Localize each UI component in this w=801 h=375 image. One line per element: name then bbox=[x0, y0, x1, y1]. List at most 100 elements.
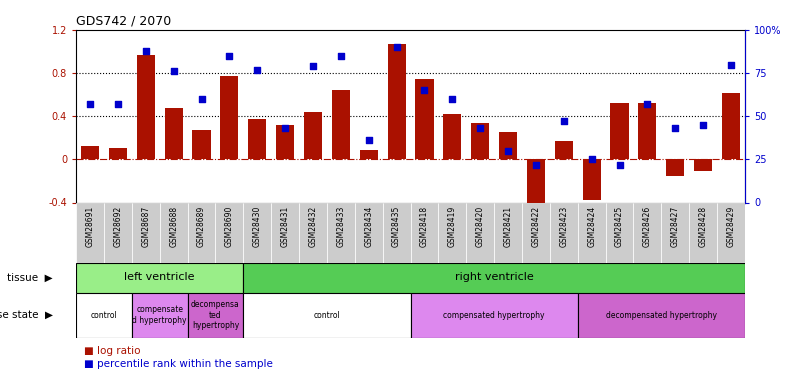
Text: ■ log ratio: ■ log ratio bbox=[84, 346, 141, 355]
Bar bbox=[187, 292, 244, 338]
Bar bbox=[76, 202, 104, 262]
Text: control: control bbox=[313, 310, 340, 320]
Point bbox=[418, 87, 431, 93]
Bar bbox=[159, 202, 187, 262]
Text: GSM28433: GSM28433 bbox=[336, 206, 345, 247]
Bar bbox=[522, 202, 549, 262]
Point bbox=[139, 48, 152, 54]
Point bbox=[501, 148, 514, 154]
Bar bbox=[137, 55, 155, 159]
Text: GSM28434: GSM28434 bbox=[364, 206, 373, 247]
Bar bbox=[164, 108, 183, 159]
Bar bbox=[272, 202, 299, 262]
Bar bbox=[549, 202, 578, 262]
Point bbox=[195, 96, 208, 102]
Bar bbox=[132, 202, 159, 262]
Bar bbox=[527, 159, 545, 205]
Text: GSM28688: GSM28688 bbox=[169, 206, 178, 247]
Bar bbox=[416, 78, 433, 159]
Point bbox=[111, 101, 124, 107]
Point bbox=[613, 162, 626, 168]
Point bbox=[335, 53, 348, 59]
Bar bbox=[81, 147, 99, 159]
Bar bbox=[192, 130, 211, 159]
Bar bbox=[443, 114, 461, 159]
Bar bbox=[610, 104, 629, 159]
Bar bbox=[662, 202, 689, 262]
Text: compensated hypertrophy: compensated hypertrophy bbox=[444, 310, 545, 320]
Bar bbox=[722, 93, 740, 159]
Bar bbox=[410, 292, 578, 338]
Bar bbox=[187, 202, 215, 262]
Bar bbox=[634, 202, 662, 262]
Bar bbox=[555, 141, 573, 159]
Text: disease state  ▶: disease state ▶ bbox=[0, 310, 53, 320]
Point bbox=[586, 156, 598, 162]
Text: GSM28427: GSM28427 bbox=[670, 206, 680, 247]
Text: GSM28421: GSM28421 bbox=[504, 206, 513, 247]
Bar bbox=[438, 202, 466, 262]
Bar bbox=[666, 159, 684, 176]
Bar bbox=[248, 120, 266, 159]
Point bbox=[697, 122, 710, 128]
Text: GSM28435: GSM28435 bbox=[392, 206, 401, 247]
Text: GSM28691: GSM28691 bbox=[86, 206, 95, 247]
Text: control: control bbox=[91, 310, 117, 320]
Bar bbox=[132, 292, 187, 338]
Bar bbox=[244, 202, 272, 262]
Text: GSM28432: GSM28432 bbox=[308, 206, 317, 247]
Text: GSM28418: GSM28418 bbox=[420, 206, 429, 247]
Bar bbox=[466, 202, 494, 262]
Bar bbox=[304, 112, 322, 159]
Text: GSM28422: GSM28422 bbox=[531, 206, 541, 247]
Bar bbox=[276, 125, 294, 159]
Bar bbox=[410, 202, 438, 262]
Text: right ventricle: right ventricle bbox=[455, 273, 533, 282]
Text: GSM28420: GSM28420 bbox=[476, 206, 485, 247]
Bar bbox=[327, 202, 355, 262]
Text: GDS742 / 2070: GDS742 / 2070 bbox=[76, 15, 171, 27]
Bar bbox=[578, 202, 606, 262]
Text: GSM28687: GSM28687 bbox=[141, 206, 151, 247]
Bar bbox=[717, 202, 745, 262]
Bar bbox=[499, 132, 517, 159]
Text: GSM28428: GSM28428 bbox=[698, 206, 707, 247]
Point bbox=[223, 53, 235, 59]
Point bbox=[362, 137, 375, 143]
Point bbox=[529, 162, 542, 168]
Text: tissue  ▶: tissue ▶ bbox=[7, 273, 53, 282]
Text: decompensated hypertrophy: decompensated hypertrophy bbox=[606, 310, 717, 320]
Bar bbox=[220, 76, 239, 159]
Point bbox=[83, 101, 96, 107]
Bar bbox=[471, 123, 489, 159]
Bar bbox=[689, 202, 717, 262]
Point bbox=[641, 101, 654, 107]
Bar bbox=[76, 292, 132, 338]
Point bbox=[390, 44, 403, 50]
Text: GSM28425: GSM28425 bbox=[615, 206, 624, 247]
Point bbox=[725, 62, 738, 68]
Bar bbox=[76, 262, 244, 292]
Bar bbox=[606, 202, 634, 262]
Point bbox=[669, 125, 682, 131]
Text: GSM28429: GSM28429 bbox=[727, 206, 735, 247]
Point bbox=[446, 96, 459, 102]
Text: GSM28426: GSM28426 bbox=[643, 206, 652, 247]
Text: left ventricle: left ventricle bbox=[124, 273, 195, 282]
Point bbox=[279, 125, 292, 131]
Point bbox=[473, 125, 486, 131]
Bar bbox=[332, 90, 350, 159]
Bar bbox=[244, 292, 410, 338]
Text: GSM28689: GSM28689 bbox=[197, 206, 206, 247]
Bar bbox=[582, 159, 601, 200]
Bar bbox=[694, 159, 712, 171]
Bar bbox=[388, 44, 405, 159]
Bar bbox=[244, 262, 745, 292]
Text: decompensa
ted
hypertrophy: decompensa ted hypertrophy bbox=[191, 300, 239, 330]
Text: GSM28430: GSM28430 bbox=[253, 206, 262, 247]
Text: compensate
d hypertrophy: compensate d hypertrophy bbox=[132, 305, 187, 325]
Text: GSM28692: GSM28692 bbox=[114, 206, 123, 247]
Bar bbox=[299, 202, 327, 262]
Bar bbox=[360, 150, 378, 159]
Bar bbox=[383, 202, 411, 262]
